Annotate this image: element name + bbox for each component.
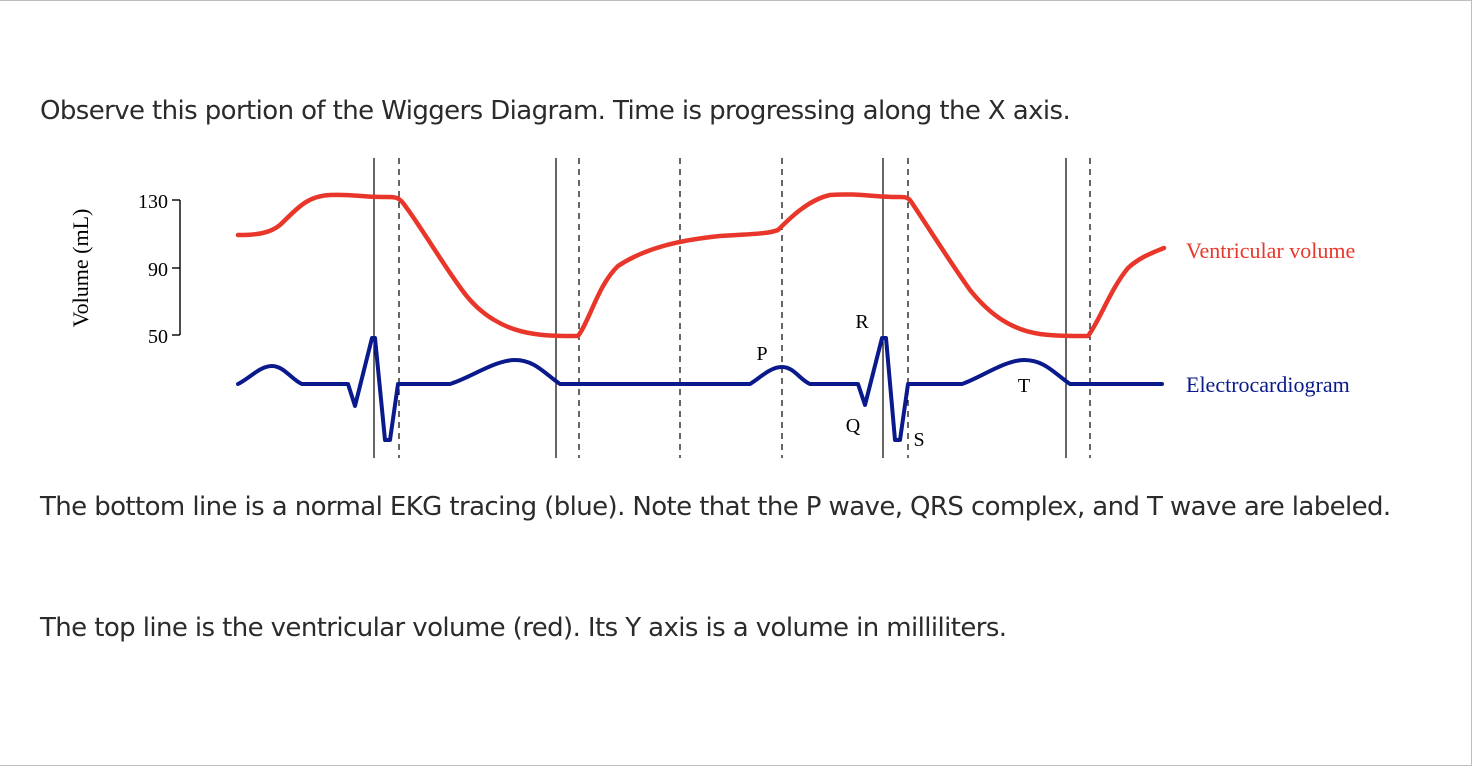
ekg-curve bbox=[236, 336, 1164, 442]
ekg-description: The bottom line is a normal EKG tracing … bbox=[40, 492, 1391, 522]
series-label-electrocardiogram: Electrocardiogram bbox=[1186, 372, 1350, 397]
y-axis bbox=[172, 199, 181, 336]
wave-label-p: P bbox=[756, 343, 767, 365]
y-tick-label-90: 90 bbox=[148, 259, 168, 281]
wave-label-s: S bbox=[913, 429, 924, 451]
wave-label-r: R bbox=[855, 311, 869, 333]
volume-description: The top line is the ventricular volume (… bbox=[40, 613, 1007, 643]
phase-markers bbox=[373, 158, 1091, 458]
wave-label-q: Q bbox=[846, 415, 861, 437]
series-label-ventricular-volume: Ventricular volume bbox=[1186, 238, 1355, 263]
y-axis-label: Volume (mL) bbox=[68, 209, 93, 328]
intro-text: Observe this portion of the Wiggers Diag… bbox=[40, 96, 1071, 126]
wiggers-diagram: 130 90 50 Volume (mL) P R Q S T Ventricu… bbox=[68, 158, 1355, 458]
ventricular-volume-curve bbox=[235, 192, 1167, 339]
y-tick-label-130: 130 bbox=[138, 191, 168, 213]
wave-label-t: T bbox=[1018, 375, 1030, 397]
y-tick-label-50: 50 bbox=[148, 326, 168, 348]
